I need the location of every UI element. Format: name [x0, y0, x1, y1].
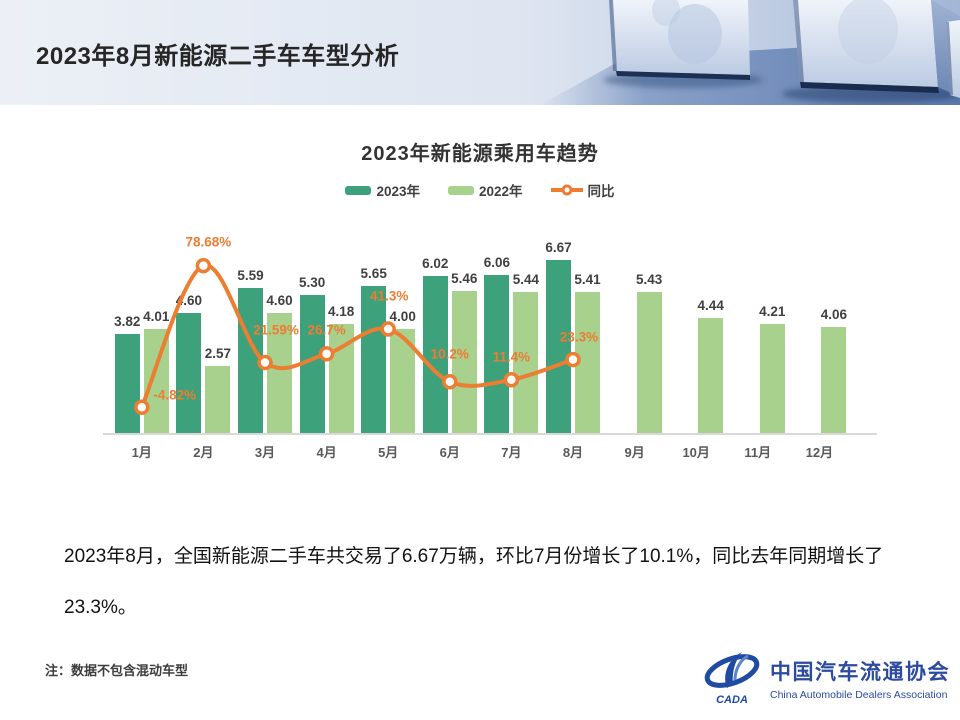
slide-header: 2023年8月新能源二手车车型分析 — [0, 0, 960, 105]
bar-label-2022年-5月: 4.00 — [389, 309, 416, 324]
yoy-marker-1月 — [134, 399, 150, 416]
summary-text: 2023年8月，全国新能源二手车共交易了6.67万辆，环比7月份增长了10.1%… — [64, 546, 884, 618]
bar-label-2022年-2月: 2.57 — [204, 346, 232, 362]
yoy-label-6月: 10.2% — [430, 346, 469, 362]
bar-2023年-7月 — [484, 275, 510, 433]
yoy-label-8月: 23.3% — [559, 329, 599, 345]
bar-label-2023年-7月: 6.06 — [483, 255, 511, 271]
bar-2023年-1月 — [114, 333, 140, 433]
bar-label-2023年-5月: 5.65 — [360, 266, 387, 282]
yoy-marker-7月 — [503, 372, 520, 388]
yoy-label-7月: 11.4% — [492, 349, 531, 365]
yoy-label-3月: 21.59% — [253, 322, 299, 338]
bar-label-2022年-1月: 4.01 — [143, 308, 170, 324]
axis-label-7月: 7月 — [501, 445, 522, 460]
yoy-marker-5月 — [380, 321, 396, 337]
axis-label-9月: 9月 — [624, 445, 645, 460]
axis-label-1月: 1月 — [131, 445, 152, 460]
chart-plot-area: 3.82 4.60 5.59 5.30 5.65 6.02 6.06 6.67 4.01 2.57… — [103, 234, 877, 460]
legend-item-同比: 同比 — [550, 180, 615, 200]
logo-name-cn: 中国汽车流通协会 — [770, 660, 950, 684]
bar-2023年-6月 — [422, 276, 448, 433]
axis-label-3月: 3月 — [254, 445, 276, 460]
bar-2023年-2月 — [176, 313, 202, 433]
bar-label-2022年-6月: 5.46 — [451, 271, 478, 287]
legend-swatch-icon — [345, 185, 372, 195]
bar-2022年-7月 — [513, 291, 539, 433]
bar-label-2022年-7月: 5.44 — [512, 271, 540, 287]
chart-title: 2023年新能源乘用车趋势 — [361, 143, 599, 165]
axis-label-6月: 6月 — [439, 445, 460, 460]
bar-label-2023年-6月: 6.02 — [422, 256, 449, 272]
bar-2022年-6月 — [451, 291, 477, 433]
bar-label-2023年-4月: 5.30 — [298, 275, 326, 291]
yoy-marker-8月 — [565, 351, 581, 368]
bar-label-2022年-4月: 4.18 — [327, 304, 355, 320]
yoy-label-5月: 41.3% — [370, 288, 409, 304]
axis-label-8月: 8月 — [562, 445, 584, 460]
bar-2023年-8月 — [546, 259, 571, 433]
cubes-decoration-image — [0, 0, 960, 105]
axis-label-10月: 10月 — [682, 445, 710, 460]
bar-label-2022年-9月: 5.43 — [635, 271, 663, 287]
yoy-label-4月: 26.7% — [307, 322, 346, 338]
axis-label-2月: 2月 — [193, 445, 214, 460]
logo-text: 中国汽车流通协会 China Automobile Dealers Associ… — [770, 656, 950, 701]
yoy-marker-6月 — [442, 374, 458, 390]
bar-label-2022年-3月: 4.60 — [266, 293, 293, 309]
yoy-marker-4月 — [318, 346, 335, 362]
yoy-marker-2月 — [195, 257, 212, 274]
bar-2022年-10月 — [698, 317, 724, 433]
footnote-text: 注：数据不包含混动车型 — [45, 663, 189, 678]
yoy-marker-3月 — [257, 354, 273, 371]
yoy-label-1月: -4.82% — [153, 387, 197, 403]
organization-logo: CADA 中国汽车流通协会 China Automobile Dealers A… — [702, 650, 950, 706]
cada-logo-icon: CADA — [704, 652, 760, 706]
yoy-line-layer — [134, 257, 581, 416]
slide-title: 2023年8月新能源二手车车型分析 — [36, 43, 400, 70]
axis-label-5月: 5月 — [378, 445, 399, 460]
legend-item-2022年: 2022年 — [448, 180, 523, 200]
axis-label-11月: 11月 — [744, 445, 772, 460]
bar-label-2022年-12月: 4.06 — [820, 307, 848, 323]
axis-label-12月: 12月 — [805, 445, 834, 460]
bar-2022年-9月 — [636, 291, 662, 433]
bar-label-2023年-8月: 6.67 — [545, 239, 572, 255]
bar-2022年-11月 — [759, 323, 785, 433]
bar-2022年-3月 — [267, 313, 292, 433]
bar-label-2022年-11月: 4.21 — [759, 303, 786, 319]
chart-legend: 2023年 2022年 同比 — [0, 180, 960, 200]
bar-label-2023年-3月: 5.59 — [237, 267, 264, 283]
legend-label: 2023年 — [376, 184, 420, 199]
yoy-label-2月: 78.68% — [185, 234, 232, 250]
bar-label-2022年-10月: 4.44 — [697, 297, 724, 313]
bar-2023年-5月 — [361, 286, 387, 433]
legend-line-icon — [550, 184, 583, 196]
legend-label: 2022年 — [479, 184, 523, 199]
legend-item-2023年: 2023年 — [345, 180, 420, 200]
bar-label-2023年-1月: 3.82 — [114, 313, 141, 329]
bar-label-2022年-8月: 5.41 — [574, 272, 601, 288]
logo-name-en: China Automobile Dealers Association — [770, 688, 948, 701]
logo-emblem-text: CADA — [716, 694, 748, 706]
axis-label-4月: 4月 — [316, 445, 337, 460]
bar-2022年-12月 — [821, 327, 847, 433]
legend-swatch-icon — [448, 185, 474, 195]
legend-label: 同比 — [587, 184, 615, 199]
bar-2022年-2月 — [205, 366, 231, 433]
